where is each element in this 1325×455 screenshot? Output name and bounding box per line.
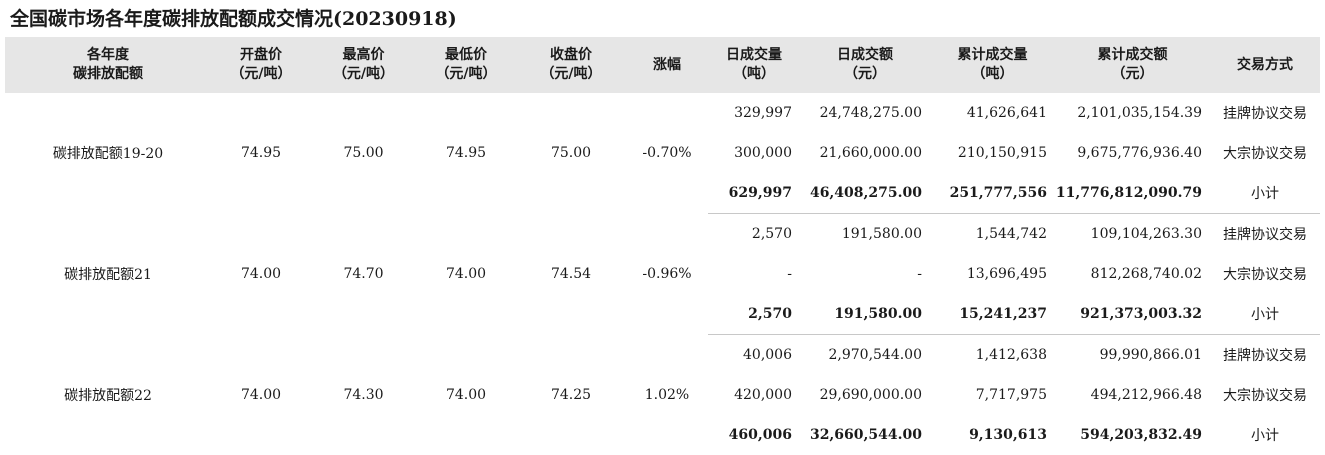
daily-amount: 2,970,544.00 [800, 335, 930, 376]
close-price: 75.00 [516, 93, 626, 214]
high-price: 75.00 [311, 93, 416, 214]
low-price: 74.95 [416, 93, 516, 214]
price-change: 1.02% [626, 335, 708, 455]
daily-volume: 300,000 [708, 133, 800, 173]
cumulative-amount: 921,373,003.32 [1055, 294, 1210, 335]
cumulative-amount: 594,203,832.49 [1055, 415, 1210, 455]
table-row: 碳排放配额21 74.00 74.70 74.00 74.54 -0.96% 2… [5, 214, 1320, 255]
cumulative-amount: 11,776,812,090.79 [1055, 173, 1210, 214]
cumulative-volume: 15,241,237 [930, 294, 1055, 335]
daily-volume: 329,997 [708, 93, 800, 133]
cumulative-amount: 99,990,866.01 [1055, 335, 1210, 376]
cumulative-amount: 9,675,776,936.40 [1055, 133, 1210, 173]
daily-volume: - [708, 254, 800, 294]
trade-method: 小计 [1210, 173, 1320, 214]
table-header-row: 各年度 碳排放配额 开盘价 （元/吨） 最高价 （元/吨） 最低价 （元/吨） … [5, 37, 1320, 93]
daily-amount: 191,580.00 [800, 294, 930, 335]
open-price: 74.00 [211, 214, 311, 335]
allowance-name: 碳排放配额22 [5, 335, 211, 455]
allowance-name: 碳排放配额21 [5, 214, 211, 335]
page-title: 全国碳市场各年度碳排放配额成交情况(20230918) [10, 4, 457, 34]
daily-amount: 29,690,000.00 [800, 375, 930, 415]
header-high-price: 最高价 （元/吨） [311, 37, 416, 93]
trade-method: 大宗协议交易 [1210, 133, 1320, 173]
close-price: 74.54 [516, 214, 626, 335]
low-price: 74.00 [416, 335, 516, 455]
high-price: 74.30 [311, 335, 416, 455]
header-daily-volume: 日成交量 （吨） [708, 37, 800, 93]
cumulative-volume: 13,696,495 [930, 254, 1055, 294]
daily-volume: 2,570 [708, 294, 800, 335]
header-low-price: 最低价 （元/吨） [416, 37, 516, 93]
close-price: 74.25 [516, 335, 626, 455]
trade-method: 挂牌协议交易 [1210, 93, 1320, 133]
daily-volume: 40,006 [708, 335, 800, 376]
trade-method: 大宗协议交易 [1210, 375, 1320, 415]
carbon-trading-table: 各年度 碳排放配额 开盘价 （元/吨） 最高价 （元/吨） 最低价 （元/吨） … [5, 37, 1320, 455]
open-price: 74.95 [211, 93, 311, 214]
header-allowance-year: 各年度 碳排放配额 [5, 37, 211, 93]
cumulative-volume: 41,626,641 [930, 93, 1055, 133]
daily-amount: - [800, 254, 930, 294]
daily-volume: 2,570 [708, 214, 800, 255]
cumulative-volume: 1,544,742 [930, 214, 1055, 255]
trade-method: 大宗协议交易 [1210, 254, 1320, 294]
cumulative-amount: 109,104,263.30 [1055, 214, 1210, 255]
table-row: 碳排放配额22 74.00 74.30 74.00 74.25 1.02% 40… [5, 335, 1320, 376]
cumulative-amount: 494,212,966.48 [1055, 375, 1210, 415]
allowance-name: 碳排放配额19-20 [5, 93, 211, 214]
header-daily-amount: 日成交额 （元） [800, 37, 930, 93]
open-price: 74.00 [211, 335, 311, 455]
daily-amount: 21,660,000.00 [800, 133, 930, 173]
header-cumulative-amount: 累计成交额 （元） [1055, 37, 1210, 93]
cumulative-volume: 9,130,613 [930, 415, 1055, 455]
daily-amount: 32,660,544.00 [800, 415, 930, 455]
trade-method: 小计 [1210, 294, 1320, 335]
header-cumulative-volume: 累计成交量 （吨） [930, 37, 1055, 93]
daily-volume: 460,006 [708, 415, 800, 455]
trade-method: 挂牌协议交易 [1210, 214, 1320, 255]
cumulative-amount: 2,101,035,154.39 [1055, 93, 1210, 133]
price-change: -0.96% [626, 214, 708, 335]
cumulative-volume: 1,412,638 [930, 335, 1055, 376]
header-trade-method: 交易方式 [1210, 37, 1320, 93]
trade-method: 挂牌协议交易 [1210, 335, 1320, 376]
trade-method: 小计 [1210, 415, 1320, 455]
cumulative-volume: 7,717,975 [930, 375, 1055, 415]
table-row: 碳排放配额19-20 74.95 75.00 74.95 75.00 -0.70… [5, 93, 1320, 133]
daily-amount: 24,748,275.00 [800, 93, 930, 133]
daily-amount: 46,408,275.00 [800, 173, 930, 214]
cumulative-volume: 210,150,915 [930, 133, 1055, 173]
daily-volume: 420,000 [708, 375, 800, 415]
cumulative-amount: 812,268,740.02 [1055, 254, 1210, 294]
high-price: 74.70 [311, 214, 416, 335]
cumulative-volume: 251,777,556 [930, 173, 1055, 214]
daily-amount: 191,580.00 [800, 214, 930, 255]
price-change: -0.70% [626, 93, 708, 214]
header-change: 涨幅 [626, 37, 708, 93]
header-close-price: 收盘价 （元/吨） [516, 37, 626, 93]
daily-volume: 629,997 [708, 173, 800, 214]
low-price: 74.00 [416, 214, 516, 335]
header-open-price: 开盘价 （元/吨） [211, 37, 311, 93]
